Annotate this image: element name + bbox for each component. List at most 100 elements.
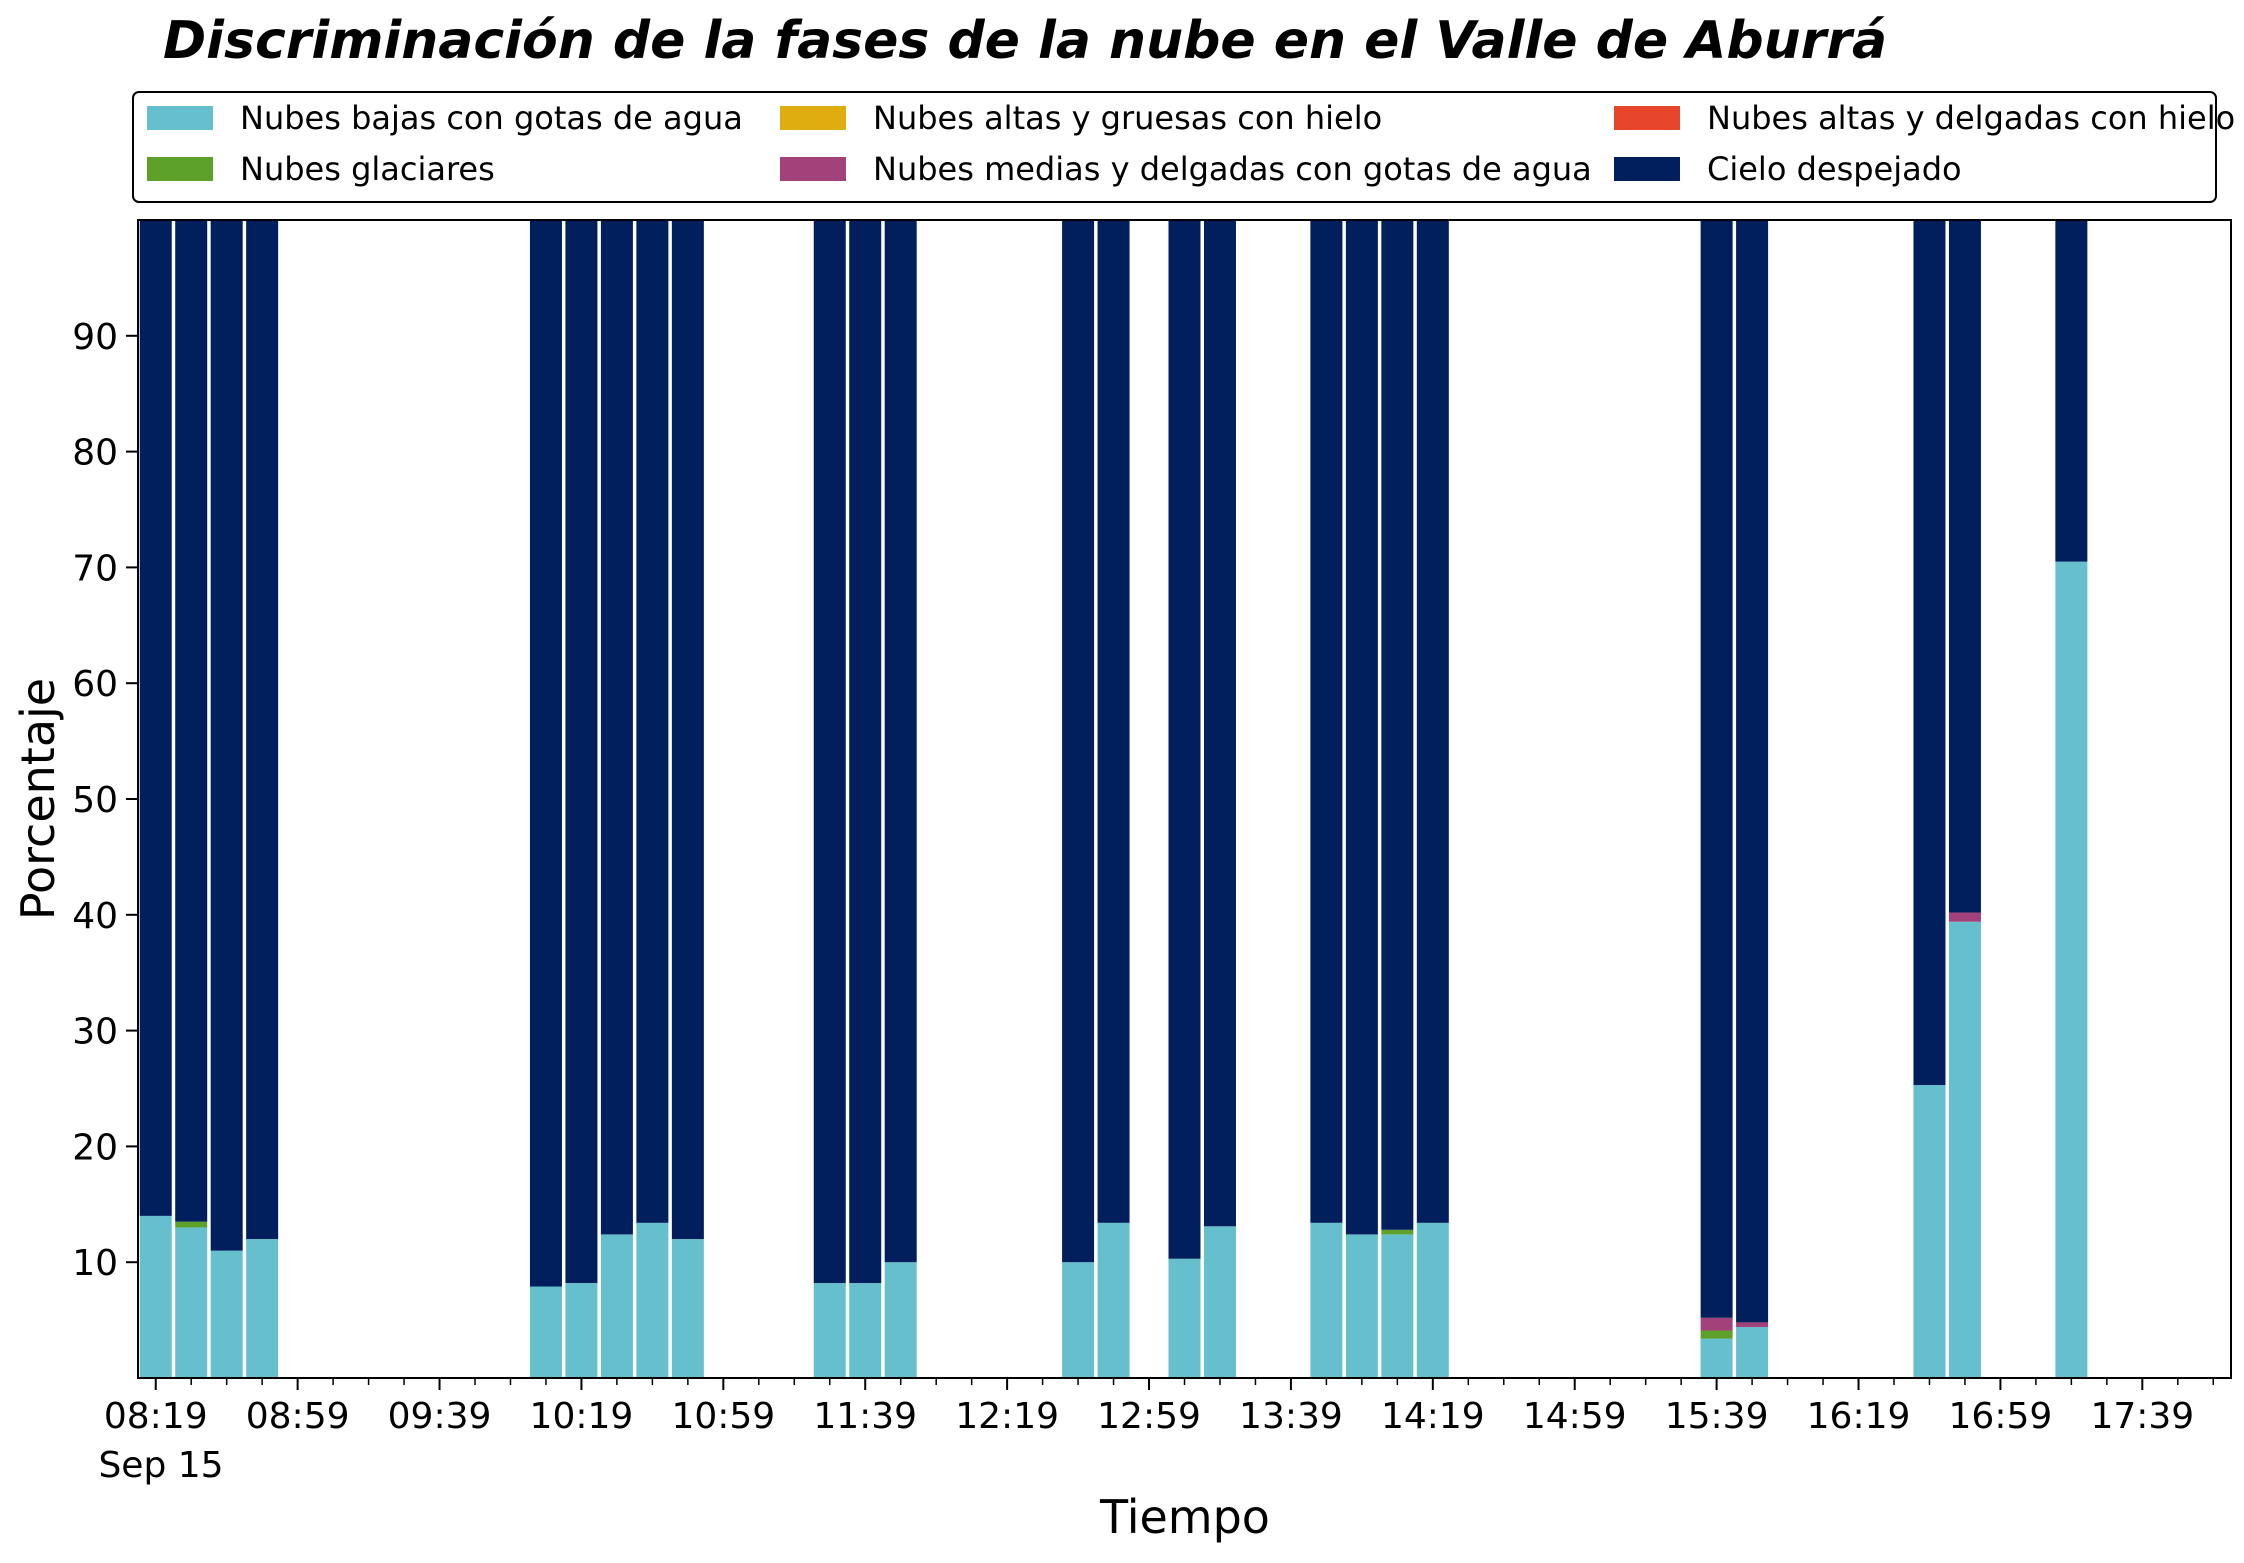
bar-segment-5-0 (139, 220, 172, 1216)
bar-segment-0-4 (529, 1286, 562, 1378)
bar-segment-0-24 (2055, 561, 2088, 1378)
y-tick-label: 60 (72, 664, 118, 705)
x-tick-label: 08:19 (104, 1396, 208, 1437)
bar-segment-5-12 (1062, 220, 1095, 1263)
bar-segment-0-19 (1416, 1222, 1449, 1378)
bar-segment-5-20 (1700, 220, 1733, 1318)
bar-segment-5-4 (529, 220, 562, 1287)
x-tick-label: 13:39 (1239, 1396, 1343, 1437)
legend-swatch (147, 157, 213, 181)
y-tick-label: 70 (72, 548, 118, 589)
bar-segment-0-16 (1310, 1222, 1343, 1378)
bar-segment-5-3 (246, 220, 279, 1240)
bar-segment-0-3 (246, 1239, 279, 1378)
y-tick-label: 40 (72, 896, 118, 937)
bar-segment-5-10 (849, 220, 882, 1284)
bar-segment-5-9 (813, 220, 846, 1284)
bar-segment-5-2 (210, 220, 243, 1251)
bar-segment-5-18 (1381, 220, 1414, 1230)
bar-segment-5-11 (884, 220, 917, 1263)
bar-segment-5-1 (175, 220, 208, 1222)
bar-segment-0-6 (600, 1234, 633, 1378)
bar-segment-5-14 (1168, 220, 1201, 1259)
bar-segment-0-11 (884, 1262, 917, 1378)
x-tick-label: 17:39 (2090, 1396, 2194, 1437)
bar-segment-0-8 (671, 1239, 704, 1378)
bar-segment-5-16 (1310, 220, 1343, 1223)
legend-swatch (147, 106, 213, 130)
bar-segment-0-18 (1381, 1234, 1414, 1378)
x-tick-label: 11:39 (813, 1396, 917, 1437)
legend-label: Nubes altas y delgadas con hielo (1707, 99, 2235, 137)
x-tick-label: 15:39 (1665, 1396, 1769, 1437)
bar-segment-0-17 (1345, 1234, 1378, 1378)
bar-segment-5-8 (671, 220, 704, 1240)
y-tick-label: 30 (72, 1012, 118, 1053)
bar-segment-0-12 (1062, 1262, 1095, 1378)
bar-segment-0-7 (636, 1222, 669, 1378)
bar-segment-0-5 (565, 1283, 598, 1378)
legend-label: Nubes altas y gruesas con hielo (873, 99, 1382, 137)
bar-segment-0-20 (1700, 1338, 1733, 1378)
y-axis-label: Porcentaje (11, 678, 65, 920)
x-tick-label: 12:59 (1097, 1396, 1201, 1437)
x-axis-date-label: Sep 15 (98, 1445, 223, 1486)
bar-segment-5-5 (565, 220, 598, 1284)
x-tick-label: 08:59 (246, 1396, 350, 1437)
bar-segment-0-21 (1736, 1327, 1769, 1378)
bar-segment-3-21 (1736, 1322, 1769, 1328)
bar-segment-0-9 (813, 1283, 846, 1378)
legend-label: Nubes bajas con gotas de agua (240, 99, 743, 137)
legend-swatch (1614, 157, 1680, 181)
legend-swatch (1614, 106, 1680, 130)
bar-segment-5-7 (636, 220, 669, 1223)
bar-segment-5-15 (1203, 220, 1236, 1227)
y-tick-label: 80 (72, 433, 118, 474)
legend-label: Nubes medias y delgadas con gotas de agu… (873, 150, 1592, 188)
bar-segment-0-22 (1913, 1085, 1946, 1378)
bar-segment-5-13 (1097, 220, 1130, 1223)
legend-label: Cielo despejado (1707, 150, 1962, 188)
x-tick-label: 09:39 (388, 1396, 492, 1437)
chart-title: Discriminación de la fases de la nube en… (163, 11, 1887, 71)
legend-swatch (780, 106, 846, 130)
legend-label: Nubes glaciares (240, 150, 495, 188)
plot-bars (139, 220, 2088, 1378)
bar-segment-3-20 (1700, 1317, 1733, 1331)
legend: Nubes bajas con gotas de agua Nubes glaci… (132, 91, 2235, 203)
x-tick-label: 16:19 (1807, 1396, 1911, 1437)
legend-swatch (780, 157, 846, 181)
x-tick-label: 14:59 (1523, 1396, 1627, 1437)
x-tick-label: 12:19 (955, 1396, 1059, 1437)
bar-segment-5-19 (1416, 220, 1449, 1223)
y-tick-label: 10 (72, 1243, 118, 1284)
bar-segment-0-1 (175, 1227, 208, 1378)
bar-segment-0-13 (1097, 1222, 1130, 1378)
x-axis: 08:19 08:59 09:39 10:19 10:59 11:39 12:19 12:59… (104, 1378, 2215, 1437)
bar-segment-1-1 (175, 1221, 208, 1228)
x-tick-label: 10:19 (530, 1396, 634, 1437)
bar-segment-5-24 (2055, 220, 2088, 562)
bar-segment-0-0 (139, 1215, 172, 1378)
y-tick-label: 50 (72, 780, 118, 821)
x-tick-label: 16:59 (1949, 1396, 2053, 1437)
bar-segment-0-14 (1168, 1258, 1201, 1378)
bar-segment-5-22 (1913, 220, 1946, 1086)
bar-segment-0-23 (1948, 921, 1981, 1378)
bar-segment-1-18 (1381, 1229, 1414, 1235)
bar-segment-0-10 (849, 1283, 882, 1378)
bar-segment-5-23 (1948, 220, 1981, 913)
bar-segment-1-20 (1700, 1330, 1733, 1339)
bar-segment-5-21 (1736, 220, 1769, 1323)
bar-segment-5-17 (1345, 220, 1378, 1235)
bar-segment-0-2 (210, 1250, 243, 1378)
legend-frame (132, 91, 2217, 203)
bar-segment-3-23 (1948, 912, 1981, 922)
x-tick-label: 10:59 (671, 1396, 775, 1437)
bar-segment-5-6 (600, 220, 633, 1235)
y-axis: 10 20 30 40 50 60 70 80 90 (72, 317, 138, 1284)
x-tick-label: 14:19 (1381, 1396, 1485, 1437)
y-tick-label: 90 (72, 317, 118, 358)
